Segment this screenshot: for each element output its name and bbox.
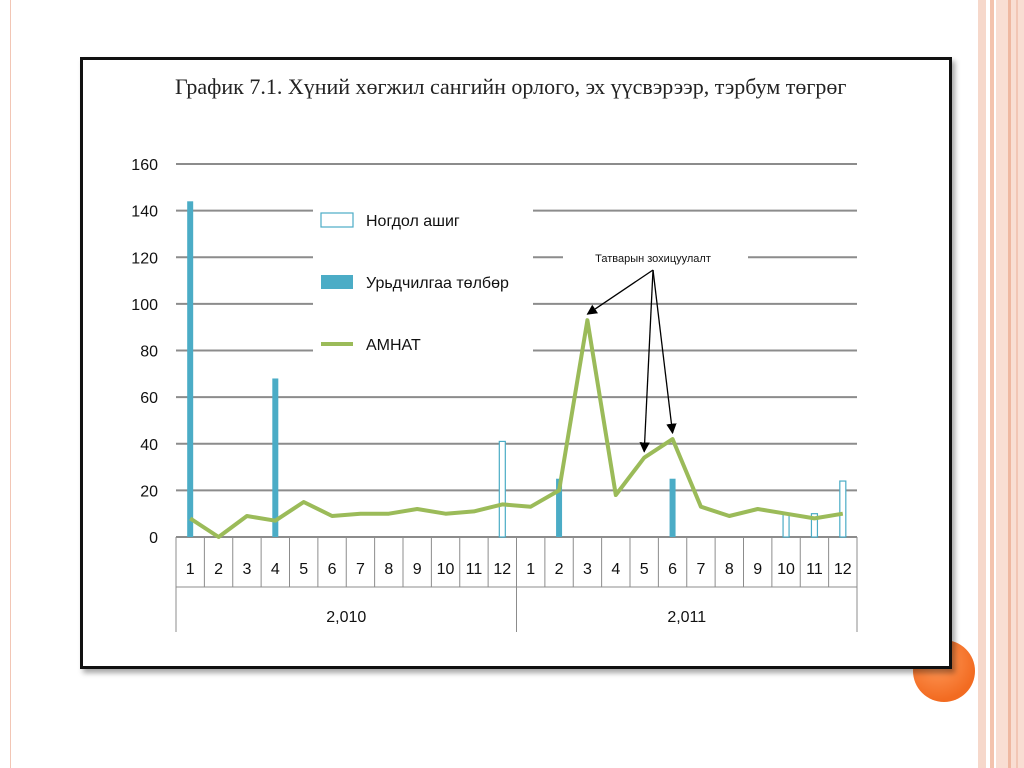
y-tick-label: 100: [131, 297, 158, 314]
bar-dividend: [810, 513, 819, 538]
slide-decoration-stripe: [1008, 0, 1011, 768]
x-tick-label: 5: [640, 561, 649, 578]
x-tick-label: 7: [356, 561, 365, 578]
line-amnat: [189, 318, 844, 539]
x-tick-label: 12: [493, 561, 511, 578]
bar-advance-payment: [669, 478, 676, 537]
legend-label: Ногдол ашиг: [366, 213, 460, 230]
chart-frame: График 7.1. Хүний хөгжил сангийн орлого,…: [80, 57, 952, 669]
annotation-background: [563, 249, 748, 267]
x-tick-label: 3: [583, 561, 592, 578]
legend-swatch-dividend: [320, 212, 354, 228]
y-tick-label: 120: [131, 250, 158, 267]
slide-decoration-stripe: [990, 0, 994, 768]
bar-advance-payment: [187, 201, 194, 538]
y-tick-label: 60: [140, 390, 158, 407]
x-tick-label: 9: [413, 561, 422, 578]
legend-label: Урьдчилгаа төлбөр: [366, 275, 509, 292]
x-tick-label: 11: [806, 561, 823, 578]
x-tick-label: 9: [753, 561, 762, 578]
bar-dividend: [782, 513, 790, 538]
legend-swatch-advance: [321, 275, 353, 289]
slide-decoration-stripe: [978, 0, 986, 768]
slide-left-border: [10, 0, 11, 768]
x-group-label: 2,011: [667, 609, 706, 626]
x-group-label: 2,010: [326, 609, 366, 626]
x-tick-label: 1: [186, 561, 195, 578]
annotation-arrow: [639, 269, 654, 453]
y-tick-label: 140: [131, 204, 158, 221]
x-tick-label: 6: [668, 561, 677, 578]
x-tick-label: 2: [214, 561, 223, 578]
x-tick-label: 11: [466, 561, 483, 578]
x-tick-label: 1: [526, 561, 535, 578]
x-tick-label: 8: [725, 561, 734, 578]
chart-title: График 7.1. Хүний хөгжил сангийн орлого,…: [175, 74, 847, 99]
bar-advance-payment: [556, 478, 563, 537]
y-tick-label: 0: [149, 530, 158, 547]
slide-decoration-stripe: [1016, 0, 1018, 768]
x-tick-label: 4: [611, 561, 620, 578]
y-tick-label: 80: [140, 344, 158, 361]
x-tick-label: 2: [555, 561, 564, 578]
x-tick-label: 10: [777, 561, 795, 578]
annotation-label: Татварын зохицуулалт: [595, 253, 711, 265]
bar-advance-payment: [272, 378, 279, 537]
bar-dividend: [498, 440, 506, 538]
x-tick-label: 6: [328, 561, 337, 578]
x-tick-label: 5: [299, 561, 308, 578]
legend-label: АМНАТ: [366, 337, 421, 354]
x-tick-label: 7: [696, 561, 705, 578]
x-tick-label: 8: [384, 561, 393, 578]
x-tick-label: 10: [437, 561, 455, 578]
annotation-arrow: [586, 269, 654, 315]
x-tick-label: 12: [834, 561, 852, 578]
y-tick-label: 160: [131, 157, 158, 174]
annotation-arrow: [652, 269, 677, 435]
y-tick-label: 40: [140, 437, 158, 454]
bar-dividend: [839, 480, 847, 538]
x-tick-label: 4: [271, 561, 280, 578]
y-tick-label: 20: [140, 483, 158, 500]
x-tick-label: 3: [242, 561, 251, 578]
